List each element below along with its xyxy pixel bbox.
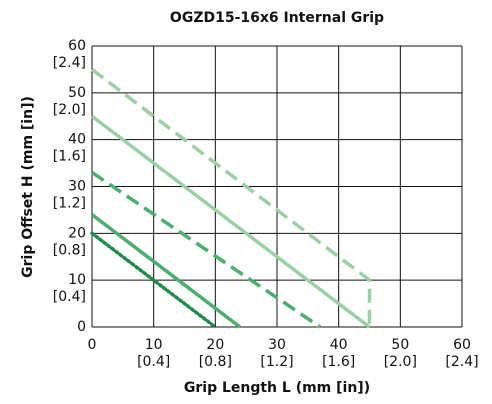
series-line (90, 231, 218, 329)
y-tick-inch: [1.6] (53, 149, 86, 165)
y-tick-label: 20 (68, 225, 86, 241)
y-tick-label: 10 (68, 272, 86, 288)
series-line (90, 114, 371, 329)
y-tick-label: 40 (68, 132, 86, 148)
x-tick-label: 10 (145, 337, 163, 353)
x-tick-label: 60 (453, 337, 471, 353)
chart-title: OGZD15-16x6 Internal Grip (170, 10, 384, 26)
x-tick-label: 20 (206, 337, 224, 353)
x-tick-inch: [0.4] (137, 354, 170, 370)
x-tick-label: 40 (330, 337, 348, 353)
y-tick-label: 60 (68, 38, 86, 54)
x-tick-label: 50 (391, 337, 409, 353)
series-line (90, 213, 242, 329)
x-tick-label: 30 (268, 337, 286, 353)
series-line (91, 171, 322, 329)
x-axis-title: Grip Length L (mm [in]) (184, 380, 370, 396)
y-tick-label: 0 (77, 319, 86, 335)
y-tick-inch: [0.8] (53, 242, 86, 258)
y-tick-label: 50 (68, 85, 86, 101)
x-tick-inch: [1.6] (322, 354, 355, 370)
x-tick-inch: [2.0] (384, 354, 417, 370)
y-axis-title: Grip Offset H (mm [in]) (20, 96, 36, 278)
series-line (90, 68, 372, 327)
y-tick-inch: [2.4] (53, 55, 86, 71)
x-tick-inch: [0.8] (199, 354, 232, 370)
y-tick-label: 30 (68, 179, 86, 195)
y-tick-inch: [0.4] (53, 289, 86, 305)
x-tick-label: 0 (88, 337, 97, 353)
x-tick-inch: [1.2] (260, 354, 293, 370)
y-tick-inch: [1.2] (53, 196, 86, 212)
y-tick-inch: [2.0] (53, 102, 86, 118)
x-tick-inch: [2.4] (445, 354, 478, 370)
